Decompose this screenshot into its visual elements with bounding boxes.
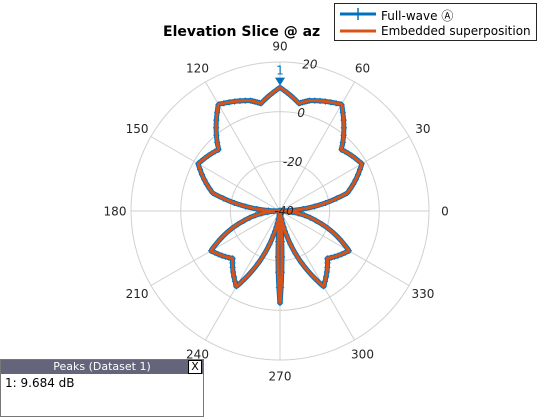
angle-tick-label: 330	[411, 287, 434, 301]
angle-tick-label: 150	[126, 122, 149, 136]
peaks-panel-header: Peaks (Dataset 1) X	[1, 360, 203, 374]
peaks-panel: Peaks (Dataset 1) X 1: 9.684 dB	[0, 359, 204, 417]
angle-tick-label: 0	[441, 205, 449, 219]
angle-tick-label: 240	[186, 347, 209, 361]
series-layer	[195, 84, 365, 306]
angle-tick-label: 270	[269, 370, 292, 384]
legend-label-embedded: Embedded superposition	[381, 24, 531, 38]
legend-line-embedded	[340, 29, 376, 33]
legend-label-full-wave: Full-wave Ⓐ	[381, 9, 454, 23]
radial-tick-label: -20	[283, 155, 303, 169]
angle-tick-label: 210	[126, 287, 149, 301]
peak-marker	[275, 77, 285, 86]
peaks-entry: 1: 9.684 dB	[5, 376, 75, 390]
angle-tick-label: 300	[351, 347, 374, 361]
legend-entry-embedded[interactable]: Embedded superposition	[335, 23, 536, 39]
grid-spoke	[279, 210, 355, 341]
chart-title: Elevation Slice @ az	[163, 24, 321, 40]
legend[interactable]: Full-wave Ⓐ Embedded superposition	[334, 3, 537, 41]
series-line-embedded	[196, 86, 364, 305]
angle-tick-label: 30	[415, 122, 430, 136]
legend-line-full-wave	[340, 8, 376, 20]
peak-marker-label: 1	[276, 64, 284, 78]
angle-tick-label: 120	[186, 62, 209, 76]
angle-tick-label: 180	[104, 205, 127, 219]
grid-spoke	[205, 210, 281, 341]
angle-tick-label: 60	[355, 62, 370, 76]
tick-labels: 0 30 60 90 120 150 180 210 240 270 300 330 20 0 -20 -40	[104, 40, 449, 384]
legend-entry-full-wave[interactable]: Full-wave Ⓐ	[335, 6, 536, 23]
radial-tick-label: -40	[274, 204, 294, 218]
angle-tick-label: 90	[272, 40, 287, 54]
radial-tick-label: 0	[297, 106, 305, 120]
peak-marker-layer: 1	[275, 64, 285, 86]
grid-spoke	[150, 136, 281, 212]
grid-spoke	[279, 136, 410, 212]
close-icon[interactable]: X	[188, 360, 202, 374]
radial-tick-label: 20	[302, 57, 318, 71]
peaks-panel-title: Peaks (Dataset 1)	[53, 360, 151, 373]
